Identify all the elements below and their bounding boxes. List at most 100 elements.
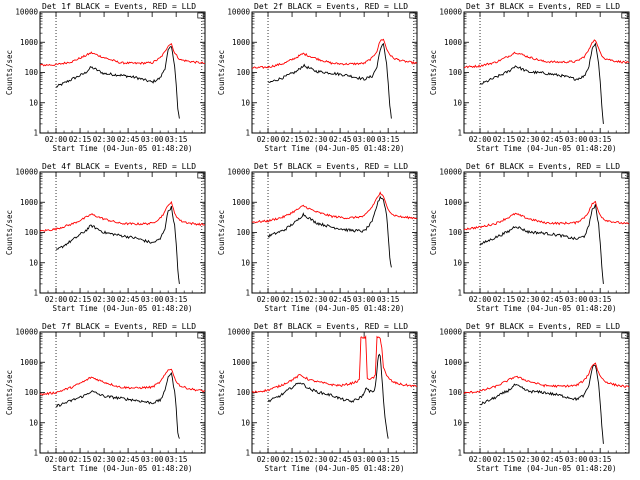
- x-tick-label: 02:45: [541, 455, 564, 464]
- x-tick-label: 02:30: [517, 295, 540, 304]
- marker-box: [409, 332, 417, 339]
- y-tick-label: 100: [24, 68, 38, 77]
- y-tick-label: 10000: [15, 8, 38, 17]
- x-tick-label: 03:00: [141, 135, 164, 144]
- y-tick-label: 1000: [20, 198, 39, 207]
- y-tick-label: 1000: [232, 38, 251, 47]
- x-tick-label: 02:45: [541, 135, 564, 144]
- x-tick-label: 03:00: [141, 295, 164, 304]
- x-tick-label: 02:15: [281, 455, 304, 464]
- x-tick-label: 02:45: [117, 455, 140, 464]
- x-tick-label: 02:45: [329, 455, 352, 464]
- x-tick-label: 02:00: [257, 295, 280, 304]
- lld-series-line: [39, 200, 205, 232]
- x-tick-label: 03:00: [565, 455, 588, 464]
- events-series-line: [479, 204, 604, 284]
- x-tick-label: 02:30: [93, 295, 116, 304]
- x-tick-label: 03:15: [377, 295, 400, 304]
- y-tick-label: 10000: [227, 8, 250, 17]
- panel-title: Det 8f BLACK = Events, RED = LLD: [254, 322, 408, 331]
- y-tick-label: 100: [24, 228, 38, 237]
- x-tick-label: 02:15: [281, 135, 304, 144]
- marker-box: [621, 12, 629, 19]
- y-tick-label: 1000: [20, 38, 39, 47]
- y-axis-label: Counts/sec: [5, 50, 14, 95]
- y-tick-label: 10: [29, 258, 39, 267]
- x-tick-label: 03:15: [165, 295, 188, 304]
- detector-panel-8: Det 8f BLACK = Events, RED = LLD 1 10 100 10…: [217, 322, 418, 473]
- y-tick-label: 1: [457, 289, 462, 298]
- y-tick-label: 10000: [439, 328, 462, 337]
- x-tick-label: 02:45: [117, 135, 140, 144]
- y-axis-label: Counts/sec: [217, 370, 226, 415]
- events-series-line: [267, 42, 392, 119]
- x-tick-label: 02:30: [305, 455, 328, 464]
- y-tick-label: 10: [241, 258, 251, 267]
- events-series-line: [479, 364, 604, 444]
- x-tick-label: 03:15: [589, 295, 612, 304]
- x-tick-label: 02:00: [257, 455, 280, 464]
- detector-panel-1: Det 1f BLACK = Events, RED = LLD 1 10 100 10…: [5, 2, 206, 153]
- panel-title: Det 3f BLACK = Events, RED = LLD: [466, 2, 620, 11]
- y-tick-label: 10000: [227, 168, 250, 177]
- y-tick-label: 10000: [439, 168, 462, 177]
- panel-title: Det 7f BLACK = Events, RED = LLD: [42, 322, 196, 331]
- y-tick-label: 1: [33, 289, 38, 298]
- events-series-line: [55, 205, 180, 284]
- y-tick-label: 1: [457, 449, 462, 458]
- y-tick-label: 10: [453, 258, 463, 267]
- marker-box: [197, 12, 205, 19]
- x-tick-label: 03:15: [377, 455, 400, 464]
- y-axis-label: Counts/sec: [429, 370, 438, 415]
- events-series-line: [267, 353, 389, 439]
- x-axis-label: Start Time (04-Jun-05 01:48:20): [477, 144, 617, 153]
- events-series-line: [479, 42, 604, 124]
- x-tick-label: 02:15: [493, 295, 516, 304]
- events-series-line: [55, 372, 180, 439]
- events-series-line: [267, 195, 392, 268]
- lld-series-line: [251, 191, 418, 224]
- x-tick-label: 02:00: [45, 295, 68, 304]
- y-tick-label: 1000: [444, 38, 463, 47]
- y-tick-label: 10000: [439, 8, 462, 17]
- x-axis-label: Start Time (04-Jun-05 01:48:20): [53, 464, 193, 473]
- y-tick-label: 10000: [227, 328, 250, 337]
- x-tick-label: 02:00: [257, 135, 280, 144]
- x-tick-label: 02:15: [281, 295, 304, 304]
- y-tick-label: 1000: [444, 198, 463, 207]
- x-tick-label: 02:15: [69, 455, 92, 464]
- detector-panel-9: Det 9f BLACK = Events, RED = LLD 1 10 100 10…: [429, 322, 630, 473]
- y-tick-label: 1: [33, 129, 38, 138]
- x-tick-label: 02:15: [69, 295, 92, 304]
- lld-series-line: [463, 362, 630, 395]
- y-tick-label: 100: [448, 388, 462, 397]
- y-tick-label: 10: [241, 418, 251, 427]
- x-tick-label: 03:00: [565, 295, 588, 304]
- y-tick-label: 100: [236, 228, 250, 237]
- x-tick-label: 03:00: [353, 455, 376, 464]
- y-tick-label: 100: [448, 68, 462, 77]
- y-tick-label: 1: [245, 129, 250, 138]
- x-tick-label: 02:00: [469, 135, 492, 144]
- x-axis-label: Start Time (04-Jun-05 01:48:20): [53, 304, 193, 313]
- y-tick-label: 10000: [15, 328, 38, 337]
- panel-title: Det 2f BLACK = Events, RED = LLD: [254, 2, 408, 11]
- y-tick-label: 1000: [232, 358, 251, 367]
- x-tick-label: 02:45: [329, 135, 352, 144]
- x-tick-label: 02:15: [493, 135, 516, 144]
- x-axis-label: Start Time (04-Jun-05 01:48:20): [477, 304, 617, 313]
- y-tick-label: 10000: [15, 168, 38, 177]
- x-tick-label: 03:00: [353, 295, 376, 304]
- x-tick-label: 02:45: [541, 295, 564, 304]
- x-tick-label: 02:30: [305, 135, 328, 144]
- x-tick-label: 02:00: [45, 455, 68, 464]
- x-axis-label: Start Time (04-Jun-05 01:48:20): [265, 464, 405, 473]
- x-tick-label: 02:45: [117, 295, 140, 304]
- plot-frame: [463, 11, 630, 134]
- y-tick-label: 100: [24, 388, 38, 397]
- detector-panel-7: Det 7f BLACK = Events, RED = LLD 1 10 100 10…: [5, 322, 206, 473]
- x-tick-label: 02:30: [517, 135, 540, 144]
- y-axis-label: Counts/sec: [429, 210, 438, 255]
- x-tick-label: 02:45: [329, 295, 352, 304]
